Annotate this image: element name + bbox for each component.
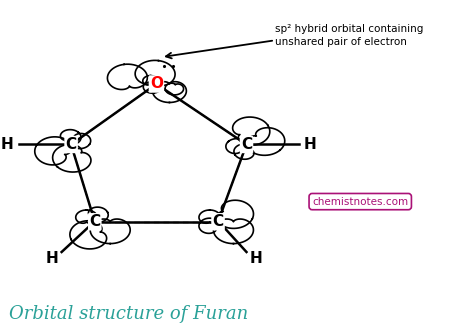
Text: chemistnotes.com: chemistnotes.com <box>312 197 408 207</box>
Text: C: C <box>212 214 224 229</box>
Text: C: C <box>65 137 77 152</box>
Text: C: C <box>89 214 100 229</box>
Text: Orbital structure of Furan: Orbital structure of Furan <box>9 304 249 323</box>
Text: H: H <box>304 137 317 152</box>
Text: C: C <box>241 137 252 152</box>
Text: H: H <box>1 137 13 152</box>
Text: H: H <box>46 251 58 266</box>
Text: sp² hybrid orbital containing
unshared pair of electron: sp² hybrid orbital containing unshared p… <box>275 24 423 47</box>
Text: H: H <box>250 251 262 266</box>
Text: O: O <box>150 77 163 91</box>
